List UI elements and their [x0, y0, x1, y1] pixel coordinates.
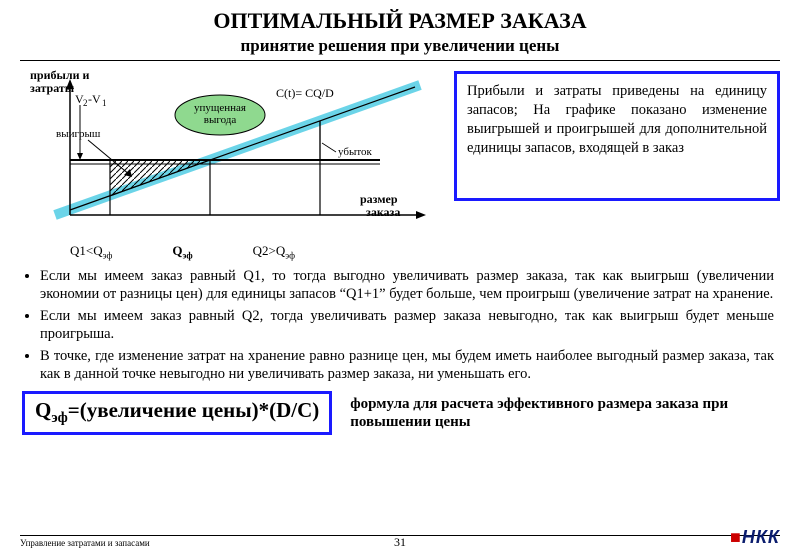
svg-text:-V: -V — [88, 92, 101, 106]
bullet-item: Если мы имеем заказ равный Q2, тогда уве… — [40, 307, 774, 343]
svg-text:заказа: заказа — [366, 205, 400, 219]
logo: ■НКК — [730, 527, 780, 548]
svg-text:выигрыш: выигрыш — [56, 128, 101, 140]
q1-label: Q1<Qэф — [70, 243, 112, 261]
q-axis-labels: Q1<Qэф Qэф Q2>Qэф — [20, 243, 440, 261]
svg-text:затраты: затраты — [30, 81, 75, 95]
svg-text:размер: размер — [360, 192, 398, 206]
chart-svg: упущенная выгода убыток прибыли и затрат… — [20, 65, 440, 245]
formula-description: формула для расчета эффективного размера… — [350, 395, 778, 431]
page-title: ОПТИМАЛЬНЫЙ РАЗМЕР ЗАКАЗА — [0, 8, 800, 34]
q2-label: Q2>Qэф — [253, 243, 295, 261]
chart-area: упущенная выгода убыток прибыли и затрат… — [20, 65, 440, 261]
info-box: Прибыли и затраты приведены на единицу з… — [454, 71, 780, 201]
svg-text:2: 2 — [83, 98, 88, 108]
svg-text:прибыли и: прибыли и — [30, 68, 90, 82]
page-number: 31 — [394, 535, 406, 550]
svg-text:убыток: убыток — [338, 146, 373, 158]
bullet-item: В точке, где изменение затрат на хранени… — [40, 347, 774, 383]
svg-text:выгода: выгода — [204, 114, 237, 126]
bullet-item: Если мы имеем заказ равный Q1, то тогда … — [40, 267, 774, 303]
svg-text:1: 1 — [102, 98, 107, 108]
svg-text:C(t)= CQ/D: C(t)= CQ/D — [276, 86, 334, 100]
bullet-list: Если мы имеем заказ равный Q1, то тогда … — [0, 261, 800, 384]
qeff-label: Qэф — [172, 243, 192, 261]
formula-box: Qэф=(увеличение цены)*(D/C) — [22, 391, 332, 434]
page-subtitle: принятие решения при увеличении цены — [0, 36, 800, 56]
footer-text: Управление затратами и запасами — [20, 538, 150, 548]
svg-text:упущенная: упущенная — [194, 102, 246, 114]
